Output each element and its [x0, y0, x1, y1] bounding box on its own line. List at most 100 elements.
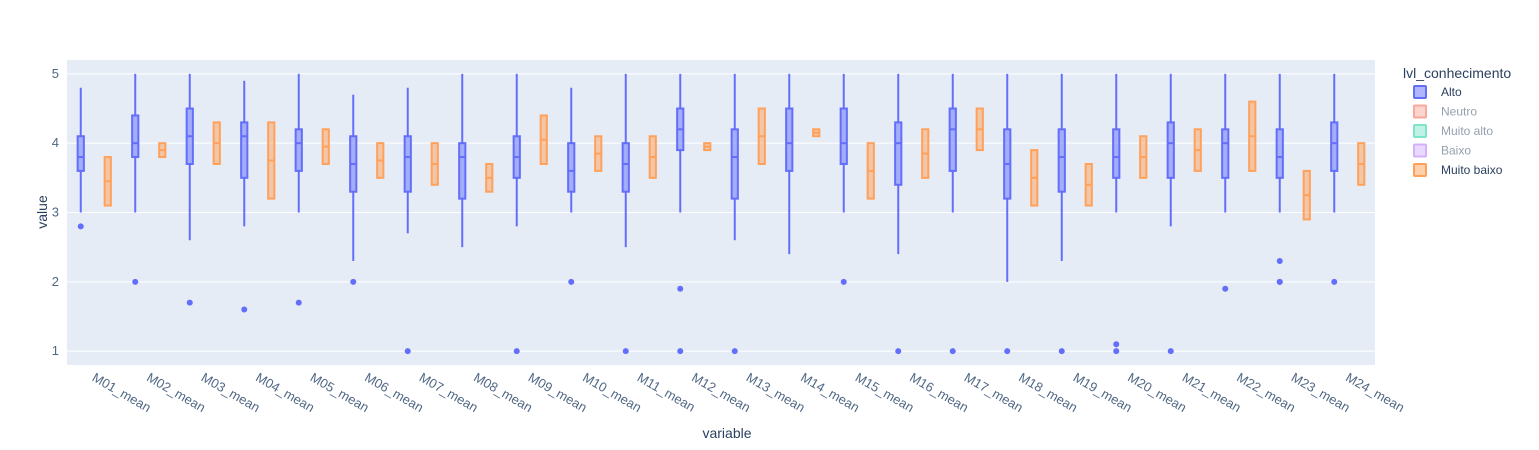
box-alto[interactable] [621, 73, 630, 355]
box-iqr [567, 142, 576, 193]
box-alto[interactable] [185, 73, 194, 306]
box-alto[interactable] [785, 73, 794, 255]
x-tick-label: M15_mean [853, 370, 917, 416]
box-muito-baixo[interactable] [1302, 169, 1311, 221]
box-alto[interactable] [1275, 73, 1284, 285]
box-muito-baixo[interactable] [376, 142, 385, 179]
box-alto[interactable] [567, 87, 576, 285]
box-muito-baixo[interactable] [594, 135, 603, 172]
x-tick-label: M18_mean [1016, 370, 1080, 416]
box-iqr [240, 121, 249, 179]
box-muito-baixo[interactable] [321, 128, 330, 165]
boxes[interactable] [76, 73, 1366, 355]
box-muito-baixo[interactable] [866, 142, 875, 200]
box-iqr [1112, 128, 1121, 179]
box-alto[interactable] [294, 73, 303, 306]
box-muito-baixo[interactable] [975, 107, 984, 152]
box-iqr [785, 107, 794, 172]
legend-label: Neutro [1441, 105, 1477, 119]
box-alto[interactable] [1166, 73, 1175, 355]
box-muito-baixo[interactable] [1084, 162, 1093, 207]
legend-item-muito-baixo[interactable]: Muito baixo [1413, 163, 1503, 177]
box-alto[interactable] [512, 73, 521, 355]
box-muito-baixo[interactable] [648, 135, 657, 179]
outlier-point [731, 348, 738, 355]
box-alto[interactable] [894, 73, 903, 355]
box-alto[interactable] [131, 73, 140, 285]
box-alto[interactable] [948, 73, 957, 355]
box-muito-baixo[interactable] [158, 142, 167, 159]
box-muito-baixo[interactable] [1139, 135, 1148, 179]
box-alto[interactable] [1112, 73, 1121, 355]
y-tick-label: 3 [52, 205, 59, 220]
box-alto[interactable] [676, 73, 685, 355]
box-muito-baixo[interactable] [1248, 100, 1257, 172]
box-alto[interactable] [1003, 73, 1012, 355]
outlier-point [949, 348, 956, 355]
box-muito-baixo[interactable] [485, 162, 494, 193]
box-alto[interactable] [458, 73, 467, 248]
outlier-point [622, 348, 629, 355]
box-muito-baixo[interactable] [1030, 149, 1039, 207]
box-muito-baixo[interactable] [921, 128, 930, 179]
box-alto[interactable] [1057, 73, 1066, 355]
outlier-point [1276, 258, 1283, 265]
x-tick-label: M14_mean [798, 370, 862, 416]
box-alto[interactable] [1330, 73, 1339, 285]
legend-item-baixo[interactable]: Baixo [1413, 143, 1471, 158]
outlier-point [1113, 341, 1120, 348]
legend-item-neutro[interactable]: Neutro [1413, 104, 1477, 119]
box-muito-baixo[interactable] [1193, 128, 1202, 172]
box-iqr [894, 121, 903, 186]
x-tick-label: M07_mean [417, 370, 481, 416]
box-iqr [1221, 128, 1230, 179]
box-iqr [948, 107, 957, 172]
box-iqr [131, 114, 140, 159]
box-muito-baixo[interactable] [103, 156, 112, 207]
box-alto[interactable] [349, 94, 358, 285]
x-tick-label: M03_mean [199, 370, 263, 416]
box-muito-baixo[interactable] [212, 121, 221, 165]
box-muito-baixo[interactable] [812, 128, 821, 138]
x-tick-label: M08_mean [471, 370, 535, 416]
box-muito-baixo[interactable] [267, 121, 276, 200]
x-tick-label: M06_mean [362, 370, 426, 416]
legend-item-muito-alto[interactable]: Muito alto [1413, 124, 1493, 138]
outlier-point [895, 348, 902, 355]
box-iqr [458, 142, 467, 200]
box-alto[interactable] [730, 73, 739, 355]
y-tick-label: 4 [52, 135, 59, 150]
legend-item-alto[interactable]: Alto [1413, 85, 1462, 99]
x-tick-label: M12_mean [689, 370, 753, 416]
box-iqr [1330, 121, 1339, 172]
grid-lines [67, 73, 1375, 352]
x-tick-label: M21_mean [1180, 370, 1244, 416]
outlier-point [241, 306, 248, 313]
outlier-point [77, 223, 84, 230]
legend-label: Muito baixo [1441, 163, 1503, 177]
box-muito-baixo[interactable] [1357, 142, 1366, 186]
box-muito-baixo[interactable] [539, 114, 548, 165]
x-axis-title: variable [702, 425, 751, 441]
box-alto[interactable] [240, 80, 249, 313]
box-iqr [1057, 128, 1066, 193]
box-alto[interactable] [1221, 73, 1230, 292]
outlier-point [513, 348, 520, 355]
box-muito-baixo[interactable] [757, 107, 766, 165]
box-muito-baixo[interactable] [703, 142, 712, 152]
legend[interactable]: lvl_conhecimento Alto Neutro Muito alto Bai… [1403, 65, 1511, 177]
box-alto[interactable] [403, 87, 412, 355]
box-iqr [294, 128, 303, 172]
box-alto[interactable] [839, 73, 848, 285]
outlier-point [1222, 285, 1229, 292]
x-tick-label: M09_mean [526, 370, 590, 416]
x-tick-label: M01_mean [90, 370, 154, 416]
outlier-point [132, 278, 139, 285]
box-muito-baixo[interactable] [430, 142, 439, 186]
box-alto[interactable] [76, 87, 85, 230]
x-tick-labels: M01_meanM02_meanM03_meanM04_meanM05_mean… [90, 370, 1407, 416]
outlier-point [1004, 348, 1011, 355]
x-tick-label: M16_mean [907, 370, 971, 416]
